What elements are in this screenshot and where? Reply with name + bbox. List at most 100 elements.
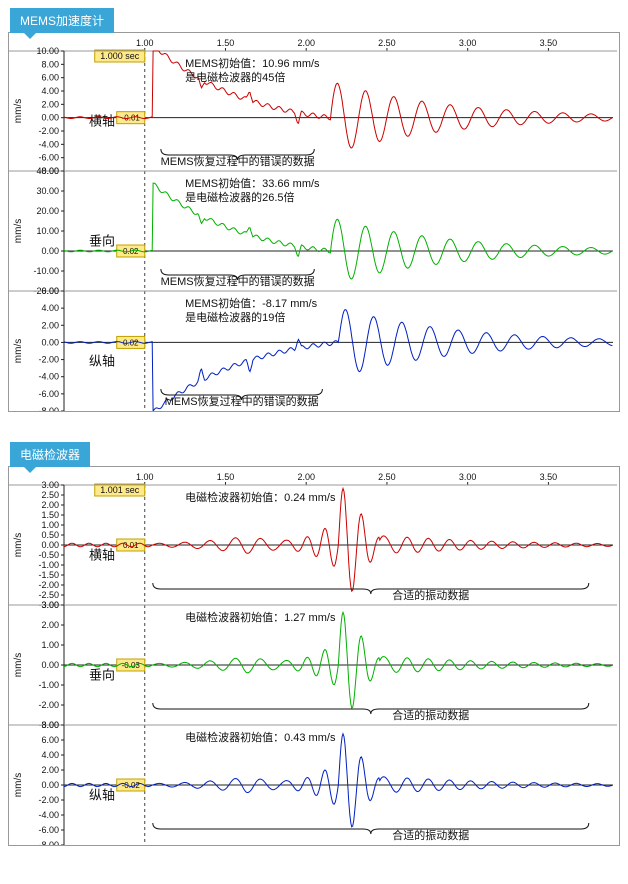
x-tick-label: 1.50: [217, 472, 235, 482]
y-tick-label: -10.00: [33, 266, 59, 276]
y-tick-label: 30.00: [36, 186, 59, 196]
x-tick-label: 2.00: [297, 472, 315, 482]
y-axis-label: mm/s: [13, 533, 24, 557]
waveform-trace: [64, 612, 612, 708]
x-tick-label: 2.50: [378, 38, 396, 48]
y-tick-label: -2.50: [38, 590, 59, 600]
annotation-top: 电磁检波器初始值：0.43 mm/s: [185, 730, 336, 744]
y-tick-label: 6.00: [41, 735, 59, 745]
x-tick-label: 3.50: [540, 38, 558, 48]
y-tick-label: 8.00: [41, 59, 59, 69]
y-tick-label: 4.00: [41, 750, 59, 760]
y-tick-label: -6.00: [38, 389, 59, 399]
chart-box: 1.001.502.002.503.003.501.001 sec-3.00-2…: [8, 466, 620, 846]
y-tick-label: 0.00: [41, 246, 59, 256]
x-tick-label: 1.00: [136, 38, 154, 48]
chart-box: 1.00 1.50 2.00 2.50 3.00 3.50 1.000 sec -8.00 -6…: [8, 32, 620, 412]
annotation-top: 电磁检波器初始值：0.24 mm/s: [185, 490, 336, 504]
y-tick-label: 2.00: [41, 99, 59, 109]
y-tick-label: 1.00: [41, 520, 59, 530]
x-tick-label: 3.00: [459, 472, 477, 482]
y-axis-label: mm/s: [13, 219, 24, 243]
y-tick-label: -1.00: [38, 560, 59, 570]
y-tick-label: 1.50: [41, 510, 59, 520]
waveform-trace: [64, 488, 612, 591]
panel-tab: 电磁检波器: [10, 442, 90, 467]
y-tick-label: 6.00: [41, 286, 59, 296]
y-tick-label: -6.00: [38, 825, 59, 835]
y-tick-label: 10.00: [36, 46, 59, 56]
annotation-bottom: 合适的振动数据: [392, 828, 469, 842]
cursor-value-badge: -0.02: [122, 781, 141, 790]
panel-tab: MEMS加速度计: [10, 8, 114, 33]
annotation-top: MEMS初始值：-8.17 mm/s: [185, 296, 318, 310]
y-tick-label: -1.50: [38, 570, 59, 580]
x-tick-label: 3.50: [540, 472, 558, 482]
y-tick-label: 40.00: [36, 166, 59, 176]
series-axis-label: 纵轴: [89, 787, 115, 802]
annotation-top: MEMS初始值：33.66 mm/s: [185, 176, 320, 190]
y-tick-label: -1.00: [38, 680, 59, 690]
y-tick-label: 2.50: [41, 490, 59, 500]
y-tick-label: 0.00: [41, 540, 59, 550]
series-axis-label: 横轴: [89, 547, 115, 562]
y-tick-label: 8.00: [41, 720, 59, 730]
cursor-label: 1.000 sec: [100, 51, 140, 61]
y-axis-label: mm/s: [13, 99, 24, 123]
y-tick-label: -2.00: [38, 580, 59, 590]
annotation-top: 是电磁检波器的19倍: [185, 310, 285, 324]
annotation-top: 是电磁检波器的26.5倍: [185, 190, 294, 204]
y-tick-label: 3.00: [41, 480, 59, 490]
series-axis-label: 纵轴: [89, 353, 115, 368]
y-tick-label: -8.00: [38, 840, 59, 845]
y-tick-label: 2.00: [41, 765, 59, 775]
series-axis-label: 垂向: [89, 233, 115, 248]
bracket: [153, 823, 589, 834]
y-tick-label: -0.50: [38, 550, 59, 560]
y-axis-label: mm/s: [13, 653, 24, 677]
annotation-bottom: MEMS恢复过程中的错误的数据: [161, 154, 315, 168]
series-axis-label: 横轴: [89, 113, 115, 128]
y-tick-label: -6.00: [38, 153, 59, 163]
panel-group: 电磁检波器1.001.502.002.503.003.501.001 sec-3…: [8, 442, 620, 846]
y-tick-label: 2.00: [41, 320, 59, 330]
series-axis-label: 垂向: [89, 667, 115, 682]
y-tick-label: 0.00: [41, 780, 59, 790]
bracket: [153, 703, 589, 714]
y-tick-label: -2.00: [38, 795, 59, 805]
y-tick-label: -4.00: [38, 810, 59, 820]
annotation-bottom: 合适的振动数据: [392, 708, 469, 722]
y-tick-label: 4.00: [41, 303, 59, 313]
y-tick-label: -8.00: [38, 406, 59, 411]
y-tick-label: 2.00: [41, 500, 59, 510]
y-tick-label: 0.00: [41, 113, 59, 123]
y-tick-label: -2.00: [38, 126, 59, 136]
annotation-bottom: MEMS恢复过程中的错误的数据: [165, 394, 319, 408]
x-tick-label: 1.00: [136, 472, 154, 482]
y-tick-label: -4.00: [38, 139, 59, 149]
y-tick-label: 1.00: [41, 640, 59, 650]
y-tick-label: 2.00: [41, 620, 59, 630]
y-tick-label: 10.00: [36, 226, 59, 236]
cursor-label: 1.001 sec: [100, 485, 140, 495]
x-tick-label: 2.50: [378, 472, 396, 482]
x-tick-label: 3.00: [459, 38, 477, 48]
cursor-value-badge: -0.03: [122, 661, 141, 670]
x-tick-label: 2.00: [297, 38, 315, 48]
y-tick-label: 3.00: [41, 600, 59, 610]
annotation-top: MEMS初始值：10.96 mm/s: [185, 56, 320, 70]
y-tick-label: 0.00: [41, 660, 59, 670]
bracket: [153, 583, 589, 594]
waveform-trace: [64, 51, 612, 148]
annotation-top: 电磁检波器初始值：1.27 mm/s: [185, 610, 336, 624]
x-tick-label: 1.50: [217, 38, 235, 48]
y-tick-label: 0.50: [41, 530, 59, 540]
panel-group: MEMS加速度计 1.00 1.50 2.00 2.50 3.00 3.50 1.000 se…: [8, 8, 620, 412]
y-tick-label: 0.00: [41, 337, 59, 347]
y-tick-label: 20.00: [36, 206, 59, 216]
y-tick-label: 6.00: [41, 73, 59, 83]
waveform-trace: [64, 183, 612, 279]
y-tick-label: -2.00: [38, 355, 59, 365]
y-axis-label: mm/s: [13, 339, 24, 363]
annotation-bottom: MEMS恢复过程中的错误的数据: [161, 274, 315, 288]
